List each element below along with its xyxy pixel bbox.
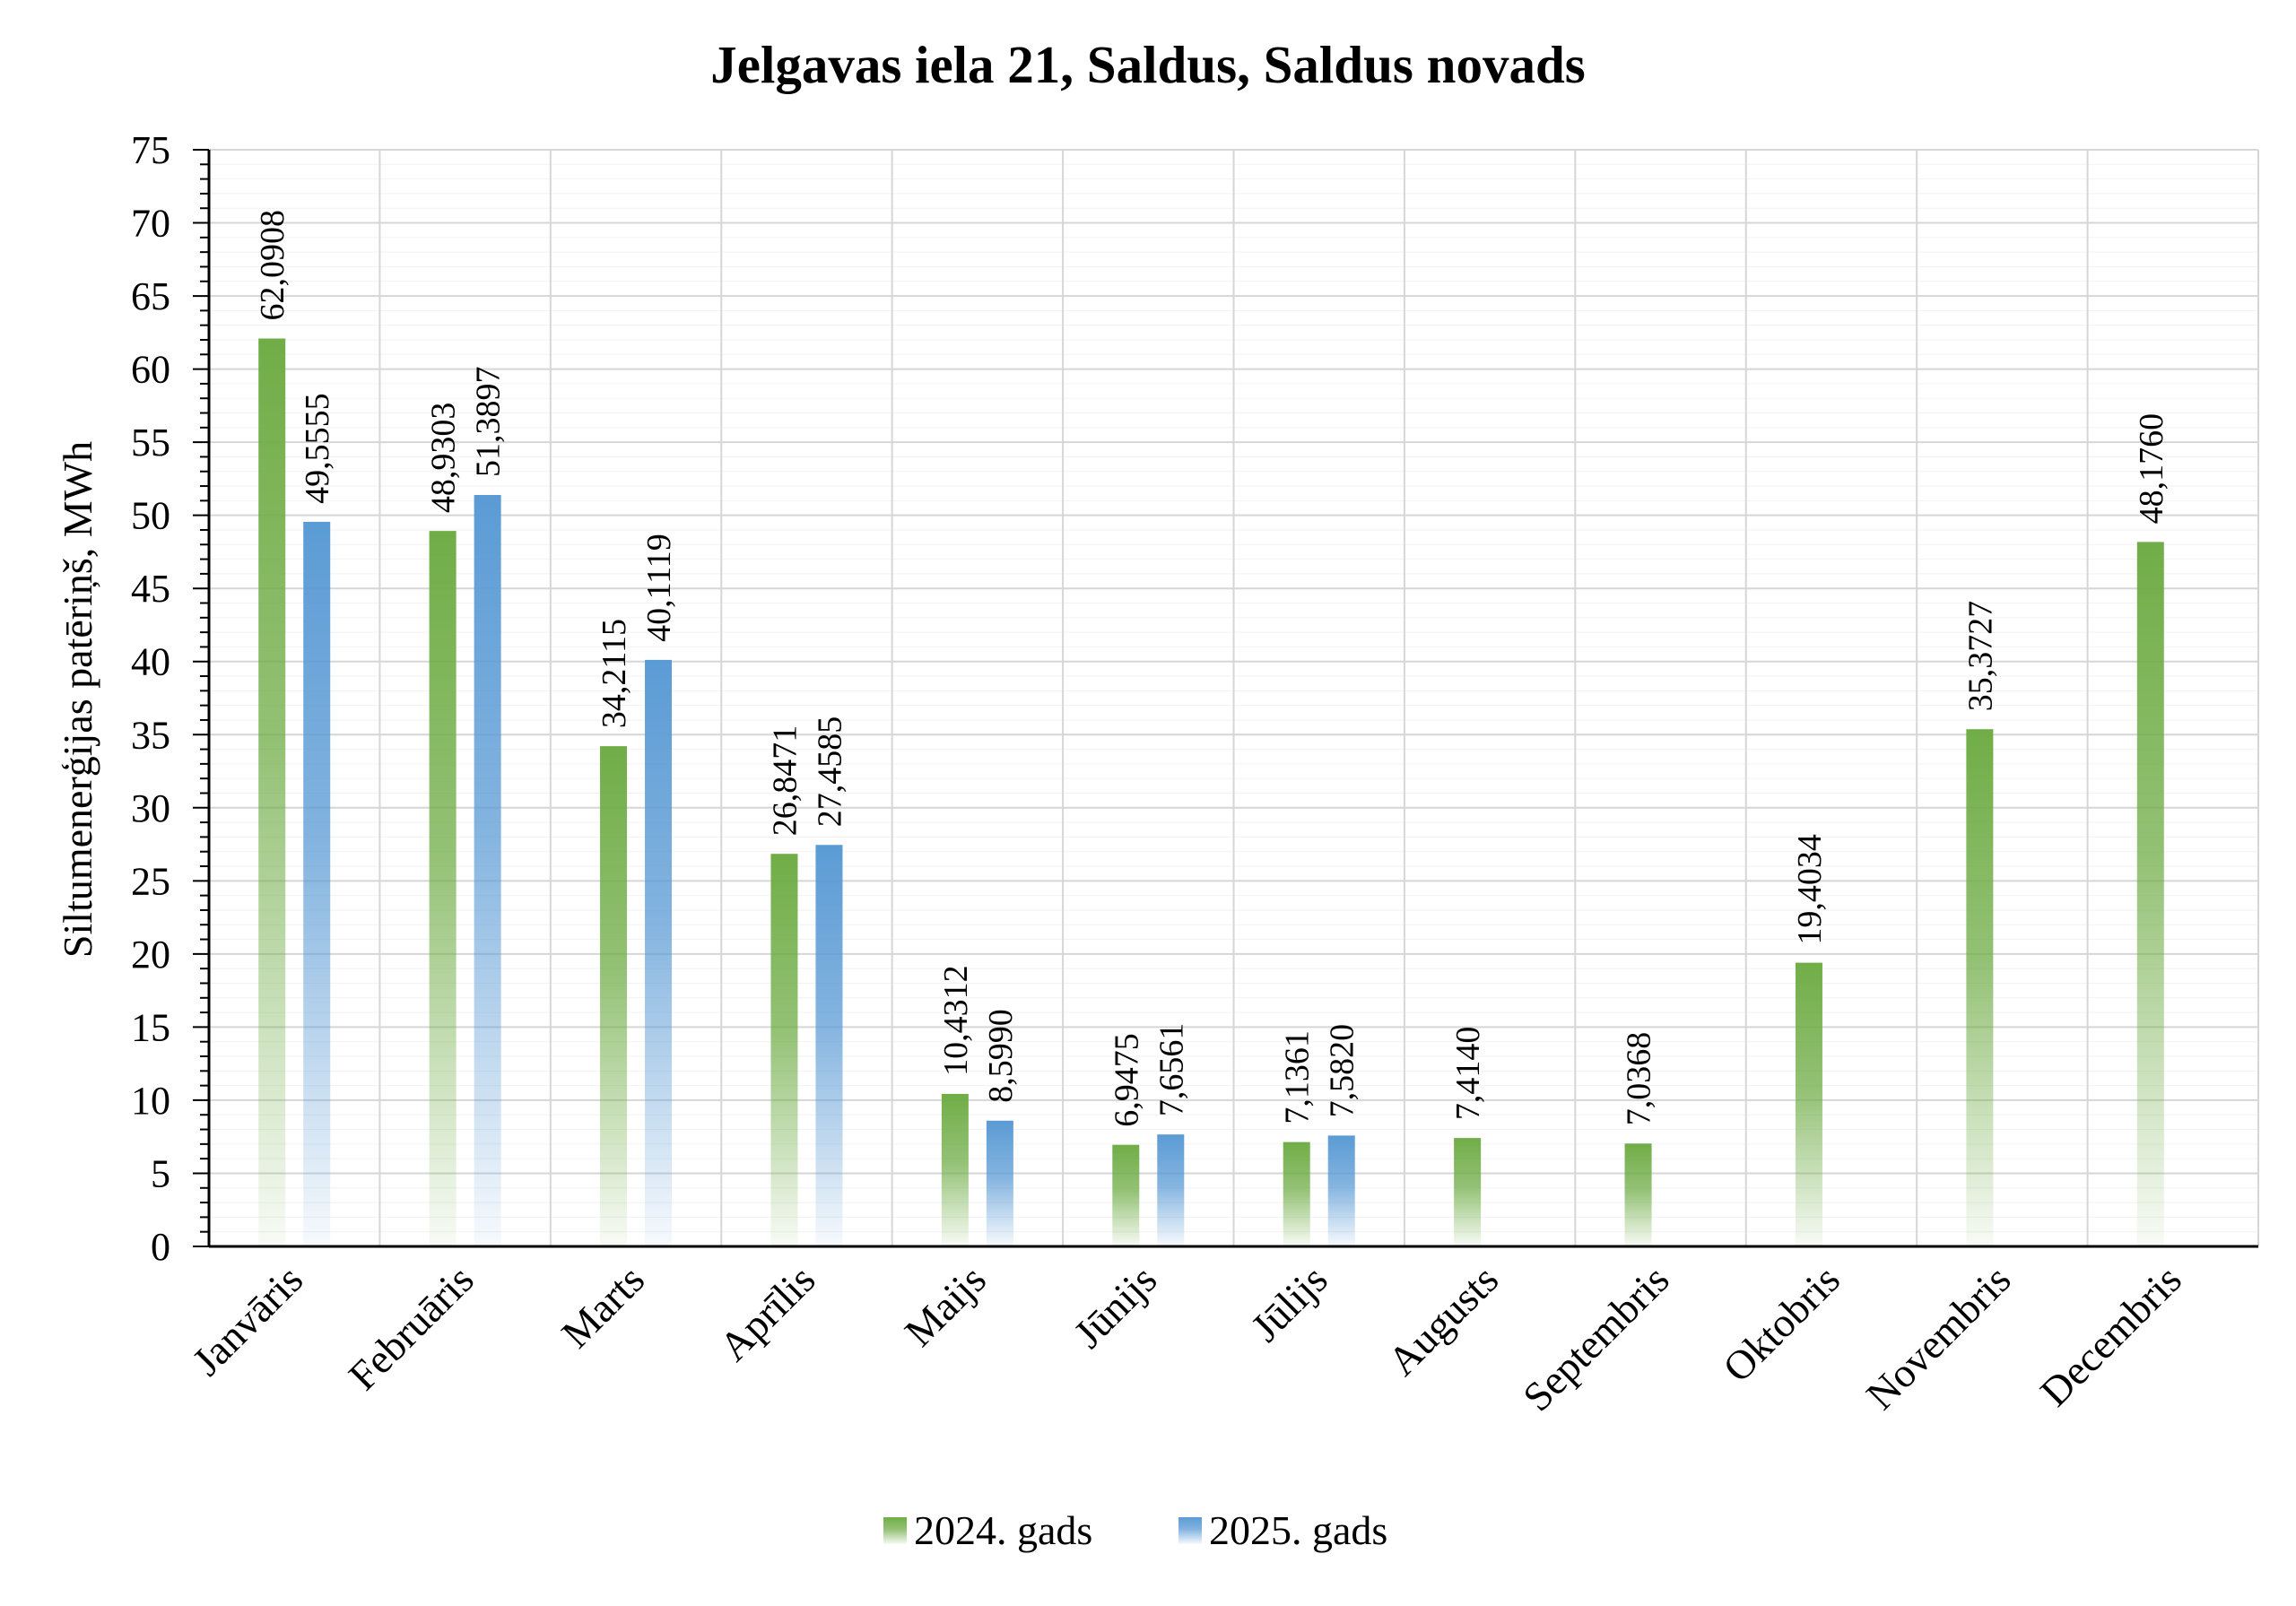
legend-swatch xyxy=(883,1517,907,1544)
bar-series2 xyxy=(303,521,331,1246)
bar-series1 xyxy=(1795,962,1822,1246)
bar-series2 xyxy=(474,495,501,1246)
bar-series1 xyxy=(1624,1143,1652,1246)
y-tick-label: 30 xyxy=(131,786,170,830)
y-tick-label: 65 xyxy=(131,274,170,318)
data-label: 10,4312 xyxy=(937,965,975,1076)
x-tick-label: Marts xyxy=(552,1256,653,1357)
legend-swatch xyxy=(1178,1517,1202,1544)
data-label: 48,9303 xyxy=(425,403,463,514)
grid-lines xyxy=(209,149,2259,1246)
data-labels: 62,0908 49,5555 48,9303 51,3897 34,211540,11… xyxy=(254,210,2170,1127)
y-tick-label: 70 xyxy=(131,202,170,246)
data-label: 6,9475 xyxy=(1108,1033,1145,1127)
bar-series2 xyxy=(986,1120,1013,1246)
legend: 2024. gads 2025. gads xyxy=(883,1507,1387,1553)
data-label: 27,4585 xyxy=(811,716,848,827)
bar-series1 xyxy=(941,1093,969,1246)
data-label: 7,4140 xyxy=(1449,1027,1487,1121)
y-tick-label: 50 xyxy=(131,494,170,538)
x-tick-label: Maijs xyxy=(896,1256,995,1355)
y-tick-label: 0 xyxy=(151,1225,170,1269)
data-label: 7,5820 xyxy=(1324,1024,1361,1118)
x-tick-label: Jūnijs xyxy=(1065,1256,1165,1357)
bar-series2 xyxy=(815,845,843,1246)
bar-series1 xyxy=(1454,1138,1482,1246)
x-tick-label: Jūlijs xyxy=(1242,1256,1336,1350)
y-tick-label: 25 xyxy=(131,859,170,903)
bar-series1 xyxy=(770,854,798,1246)
axes xyxy=(193,149,2258,1248)
bars xyxy=(258,338,2164,1247)
bar-series1 xyxy=(1966,729,1994,1246)
y-axis-label: Siltumenerģijas patēriņš, MWh xyxy=(55,441,100,958)
data-label: 34,2115 xyxy=(596,619,633,728)
bar-series2 xyxy=(1157,1134,1185,1246)
x-tick-label: Augusts xyxy=(1378,1256,1507,1385)
x-tick-label: Aprīlis xyxy=(710,1256,823,1369)
bar-series1 xyxy=(1112,1144,1140,1246)
bar-series1 xyxy=(600,746,628,1246)
y-tick-label: 75 xyxy=(131,128,170,172)
bar-series1 xyxy=(429,531,457,1246)
data-label: 49,5555 xyxy=(299,393,336,504)
data-label: 48,1760 xyxy=(2133,413,2170,525)
x-tick-labels: Janvāris Februāris Marts Aprīlis Maijs Jūnijs… xyxy=(184,1256,2190,1419)
data-label: 7,0368 xyxy=(1621,1032,1658,1126)
y-tick-label: 15 xyxy=(131,1005,170,1049)
bar-series2 xyxy=(645,659,673,1246)
x-tick-label: Oktobris xyxy=(1714,1256,1848,1391)
y-tick-label: 20 xyxy=(131,933,170,977)
legend-label: 2025. gads xyxy=(1209,1507,1387,1553)
data-label: 7,1361 xyxy=(1279,1030,1317,1124)
y-tick-label: 60 xyxy=(131,348,170,392)
data-label: 7,6561 xyxy=(1152,1023,1190,1117)
y-tick-label: 35 xyxy=(131,713,170,757)
bar-series1 xyxy=(1283,1142,1310,1246)
bar-series2 xyxy=(1327,1135,1355,1246)
data-label: 26,8471 xyxy=(766,725,804,837)
data-label: 8,5990 xyxy=(982,1009,1020,1103)
x-tick-label: Janvāris xyxy=(184,1256,312,1385)
y-tick-label: 55 xyxy=(131,421,170,464)
chart-title: Jelgavas iela 21, Saldus, Saldus novads xyxy=(710,35,1585,94)
x-tick-label: Februāris xyxy=(340,1256,483,1399)
x-tick-label: Decembris xyxy=(2031,1256,2190,1415)
y-tick-label: 45 xyxy=(131,567,170,611)
y-tick-labels: 0 5 10 15 20 25 30 35 40 45 50 55 60 65 70 75 xyxy=(131,128,170,1269)
x-tick-label: Septembris xyxy=(1514,1256,1677,1419)
data-label: 51,3897 xyxy=(470,367,508,478)
x-tick-label: Novembris xyxy=(1857,1256,2020,1419)
y-tick-label: 5 xyxy=(151,1151,170,1195)
data-label: 62,0908 xyxy=(254,210,291,321)
data-label: 35,3727 xyxy=(1961,601,1999,712)
legend-label: 2024. gads xyxy=(914,1507,1092,1553)
data-label: 19,4034 xyxy=(1791,834,1829,945)
y-tick-label: 10 xyxy=(131,1079,170,1123)
bar-series1 xyxy=(2136,542,2164,1246)
bar-series1 xyxy=(258,338,286,1247)
y-tick-label: 40 xyxy=(131,640,170,684)
data-label: 40,1119 xyxy=(640,534,678,642)
